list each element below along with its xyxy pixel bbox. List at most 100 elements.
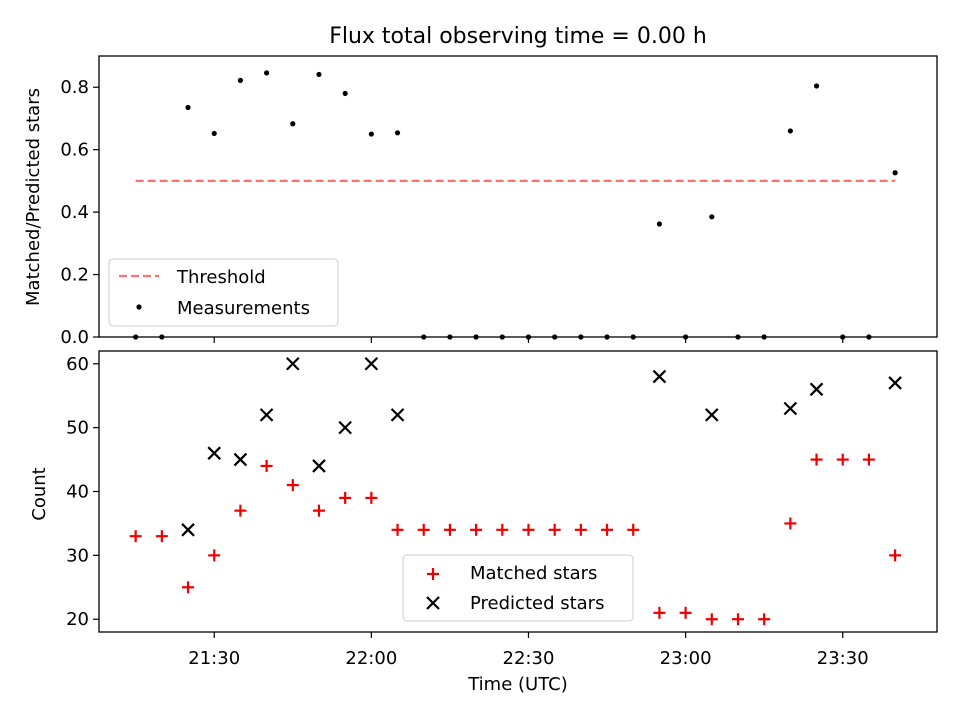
measurement-point [709,214,715,220]
predicted-star-point [181,523,195,537]
predicted-star-point [364,356,379,371]
measurement-point [133,334,139,340]
measurement-point [159,334,165,340]
matched-star-point [679,606,692,619]
matched-star-point [574,523,587,536]
measurement-point [892,170,898,176]
predicted-star-point [390,408,405,422]
predicted-star-point [286,356,300,371]
predicted-star-point [338,420,352,435]
matched-star-point [155,530,168,543]
predicted-star-point [207,446,222,460]
measurement-point [604,334,610,340]
predicted-star-point [888,376,902,390]
ratio-y-tick-label: 0.8 [60,77,89,98]
matched-star-point [522,523,535,536]
matched-legend-swatch [427,568,439,580]
measurement-point [316,71,322,78]
count-y-tick-label: 20 [66,609,89,630]
ratio-panel-frame [98,55,938,338]
ratio-y-tick-label: 0.4 [60,202,89,223]
measurement-point [787,128,793,134]
ratio-marks [133,70,898,340]
matched-star-point [889,549,902,562]
x-tick-label: 22:00 [345,648,397,669]
matched-star-point [705,613,718,626]
matched-star-point [182,581,195,594]
measurement-point [473,334,479,340]
measurement-point [866,334,872,340]
measurement-point [237,77,244,83]
measurement-point [368,131,374,137]
measurement-point [499,334,505,340]
count-legend-frame [402,554,634,622]
measurement-point [185,104,191,111]
measurement-point [840,334,846,340]
predicted-star-point [312,459,326,473]
ratio-y-tick-label: 0.0 [60,327,89,348]
matched-star-point [470,523,483,536]
predicted-star-point [233,452,248,467]
measurement-point [421,334,427,340]
predicted-legend-label: Predicted stars [470,593,604,614]
matched-star-point [496,523,509,536]
matched-star-point [208,549,221,562]
matched-star-point [417,523,430,536]
measurement-point [630,334,636,340]
measurement-point [656,221,663,227]
measurement-point [683,334,689,340]
measurements-legend-label: Measurements [177,298,310,319]
predicted-star-point [705,408,719,422]
x-tick-label: 21:30 [188,648,240,669]
measurement-point [552,334,558,340]
measurements-legend-swatch [136,304,142,310]
measurement-point [447,334,453,340]
matched-star-point [784,517,797,530]
matched-star-point [731,613,744,626]
ratio-y-tick-label: 0.6 [60,140,89,161]
matched-star-point [365,491,378,504]
count-y-tick-label: 60 [66,354,89,375]
count-y-axis-label: Count [29,467,50,520]
measurement-point [578,334,584,340]
matched-star-point [601,523,614,536]
ratio-y-ticks: 0.0 0.2 0.4 0.6 0.8 [60,77,99,348]
matched-star-point [548,523,561,536]
count-y-tick-label: 40 [66,482,89,503]
predicted-star-point [809,382,824,397]
count-y-ticks: 20 30 40 50 60 [66,354,99,630]
measurement-point [394,130,401,136]
ratio-legend-frame [108,258,339,327]
matched-star-point [810,453,823,466]
matched-star-point [627,523,640,536]
count-panel: 20 30 40 50 60 21:30 22:00 22:30 23:00 23:30 Cou… [29,350,938,695]
count-y-tick-label: 30 [66,545,89,566]
measurement-point [761,334,767,340]
ratio-legend: Threshold Measurements [108,258,339,327]
x-axis-label: Time (UTC) [467,674,568,695]
matched-legend-label: Matched stars [470,563,597,584]
ratio-y-axis-label: Matched/Predicted stars [23,88,44,306]
matched-star-point [129,530,142,543]
matched-star-point [260,459,273,472]
matched-star-point [312,504,325,517]
matched-star-point [286,479,299,492]
matched-star-point [339,491,352,504]
predicted-star-point [783,401,798,416]
count-marks [129,356,902,626]
count-legend: Matched stars Predicted stars [402,554,634,622]
count-y-tick-label: 50 [66,418,89,439]
matched-star-point [443,523,456,536]
ratio-panel: 0.00.20.40.60.8 Matched/Predicted stars … [23,55,938,348]
measurement-point [290,121,296,127]
predicted-legend-swatch [426,596,440,610]
matched-star-point [234,504,247,517]
matched-star-point [653,606,666,619]
ratio-y-tick-label: 0.2 [60,265,89,286]
measurement-point [813,83,820,89]
x-tick-label: 23:00 [660,648,712,669]
x-tick-label: 22:30 [503,648,555,669]
matched-star-point [836,453,849,466]
predicted-star-point [259,408,274,422]
predicted-star-point [652,369,667,384]
